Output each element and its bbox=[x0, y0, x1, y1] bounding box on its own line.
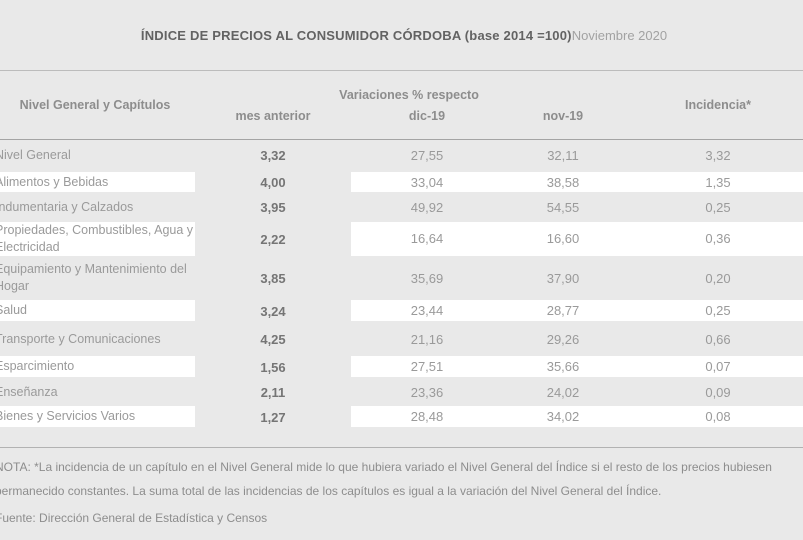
cell-incidencia: 3,32 bbox=[705, 147, 731, 163]
cell-nov-19: 16,60 bbox=[503, 220, 623, 259]
cell-incidencia: 0,20 bbox=[705, 270, 731, 286]
notes-divider bbox=[0, 447, 803, 448]
cell-mes-anterior: 3,24 bbox=[260, 303, 286, 319]
cell-mes-anterior: 1,56 bbox=[260, 359, 286, 375]
row-label: Indumentaria y Calzados bbox=[0, 200, 134, 215]
table-row: Transporte y Comunicaciones 4,25 21,16 2… bbox=[0, 324, 803, 354]
table-row: Indumentaria y Calzados 3,95 49,92 54,55… bbox=[0, 195, 803, 220]
cell-nov-19: 28,77 bbox=[503, 298, 623, 324]
row-label: Equipamiento y Mantenimiento del Hogar bbox=[0, 262, 187, 293]
cell-mes-anterior: 1,27 bbox=[260, 409, 286, 425]
table-header: Nivel General y Capítulos Variaciones % … bbox=[0, 70, 803, 140]
cell-incidencia: 0,08 bbox=[623, 404, 803, 430]
table-row: Enseñanza 2,11 23,36 24,02 0,09 bbox=[0, 380, 803, 404]
col-subheaders: mes anterior dic-19 nov-19 bbox=[195, 109, 623, 123]
col-header-capitulos: Nivel General y Capítulos bbox=[19, 98, 171, 112]
cell-mes-anterior: 4,25 bbox=[260, 331, 286, 347]
cell-incidencia: 1,35 bbox=[623, 170, 803, 195]
cell-dic-19: 23,36 bbox=[410, 384, 444, 400]
cell-mes-anterior: 3,32 bbox=[260, 147, 286, 163]
cell-mes-anterior: 3,95 bbox=[260, 200, 286, 215]
col-group-variaciones: Variaciones % respecto mes anterior dic-… bbox=[195, 71, 623, 139]
note-text: NOTA: *La incidencia de un capítulo en e… bbox=[0, 460, 772, 498]
cell-incidencia: 0,25 bbox=[705, 200, 731, 215]
cell-nov-19: 38,58 bbox=[503, 170, 623, 195]
col-subheader-mes-anterior: mes anterior bbox=[235, 108, 311, 123]
table-row: Bienes y Servicios Varios 1,27 28,48 34,… bbox=[0, 404, 803, 430]
cell-nov-19: 37,90 bbox=[546, 270, 580, 286]
table-row: Equipamiento y Mantenimiento del Hogar 3… bbox=[0, 258, 803, 298]
page-title: ÍNDICE DE PRECIOS AL CONSUMIDOR CÓRDOBA … bbox=[0, 0, 803, 70]
row-label: Transporte y Comunicaciones bbox=[0, 331, 161, 346]
cell-dic-19: 49,92 bbox=[410, 200, 444, 215]
cell-incidencia: 0,09 bbox=[705, 384, 731, 400]
cell-mes-anterior: 2,11 bbox=[260, 384, 286, 400]
col-group-header-variaciones: Variaciones % respecto bbox=[339, 87, 479, 102]
col-header-incidencia: Incidencia* bbox=[685, 98, 751, 112]
title-main: ÍNDICE DE PRECIOS AL CONSUMIDOR CÓRDOBA … bbox=[140, 27, 572, 43]
cell-dic-19: 23,44 bbox=[351, 298, 503, 324]
row-label: Bienes y Servicios Varios bbox=[0, 404, 195, 430]
table-row: Esparcimiento 1,56 27,51 35,66 0,07 bbox=[0, 354, 803, 380]
title-period: Noviembre 2020 bbox=[571, 27, 668, 43]
cell-mes-anterior: 4,00 bbox=[260, 175, 286, 190]
cell-nov-19: 54,55 bbox=[546, 200, 580, 215]
cell-incidencia: 0,07 bbox=[623, 354, 803, 380]
source-text: Fuente: Dirección General de Estadística… bbox=[0, 511, 268, 525]
cell-nov-19: 32,11 bbox=[547, 147, 579, 163]
cell-dic-19: 27,51 bbox=[351, 354, 503, 380]
col-subheader-dic-19: dic-19 bbox=[408, 108, 446, 123]
table-row: Nivel General 3,32 27,55 32,11 3,32 bbox=[0, 140, 803, 170]
cell-incidencia: 0,36 bbox=[623, 220, 803, 259]
table-row: Salud 3,24 23,44 28,77 0,25 bbox=[0, 298, 803, 324]
row-label: Alimentos y Bebidas bbox=[0, 170, 195, 195]
table-row: Propiedades, Combustibles, Agua y Electr… bbox=[0, 220, 803, 258]
col-subheader-nov-19: nov-19 bbox=[542, 108, 584, 123]
cell-mes-anterior: 2,22 bbox=[260, 231, 286, 247]
row-label: Salud bbox=[0, 298, 195, 324]
cell-dic-19: 16,64 bbox=[351, 220, 503, 259]
cell-incidencia: 0,66 bbox=[705, 331, 731, 347]
cell-dic-19: 27,55 bbox=[410, 147, 444, 163]
cell-nov-19: 29,26 bbox=[546, 331, 580, 347]
row-label: Propiedades, Combustibles, Agua y Electr… bbox=[0, 220, 195, 259]
row-label: Enseñanza bbox=[0, 384, 58, 399]
cell-incidencia: 0,25 bbox=[623, 298, 803, 324]
cell-dic-19: 33,04 bbox=[351, 170, 503, 195]
cell-nov-19: 24,02 bbox=[546, 384, 580, 400]
table-row: Alimentos y Bebidas 4,00 33,04 38,58 1,3… bbox=[0, 170, 803, 195]
cell-dic-19: 21,16 bbox=[410, 331, 444, 347]
table-body: Nivel General 3,32 27,55 32,11 3,32 Alim… bbox=[0, 140, 803, 430]
cell-nov-19: 34,02 bbox=[503, 404, 623, 430]
row-label: Nivel General bbox=[0, 147, 71, 162]
cell-nov-19: 35,66 bbox=[503, 354, 623, 380]
row-label: Esparcimiento bbox=[0, 354, 195, 380]
cell-dic-19: 28,48 bbox=[351, 404, 503, 430]
cell-dic-19: 35,69 bbox=[410, 270, 444, 286]
cell-mes-anterior: 3,85 bbox=[260, 270, 286, 286]
